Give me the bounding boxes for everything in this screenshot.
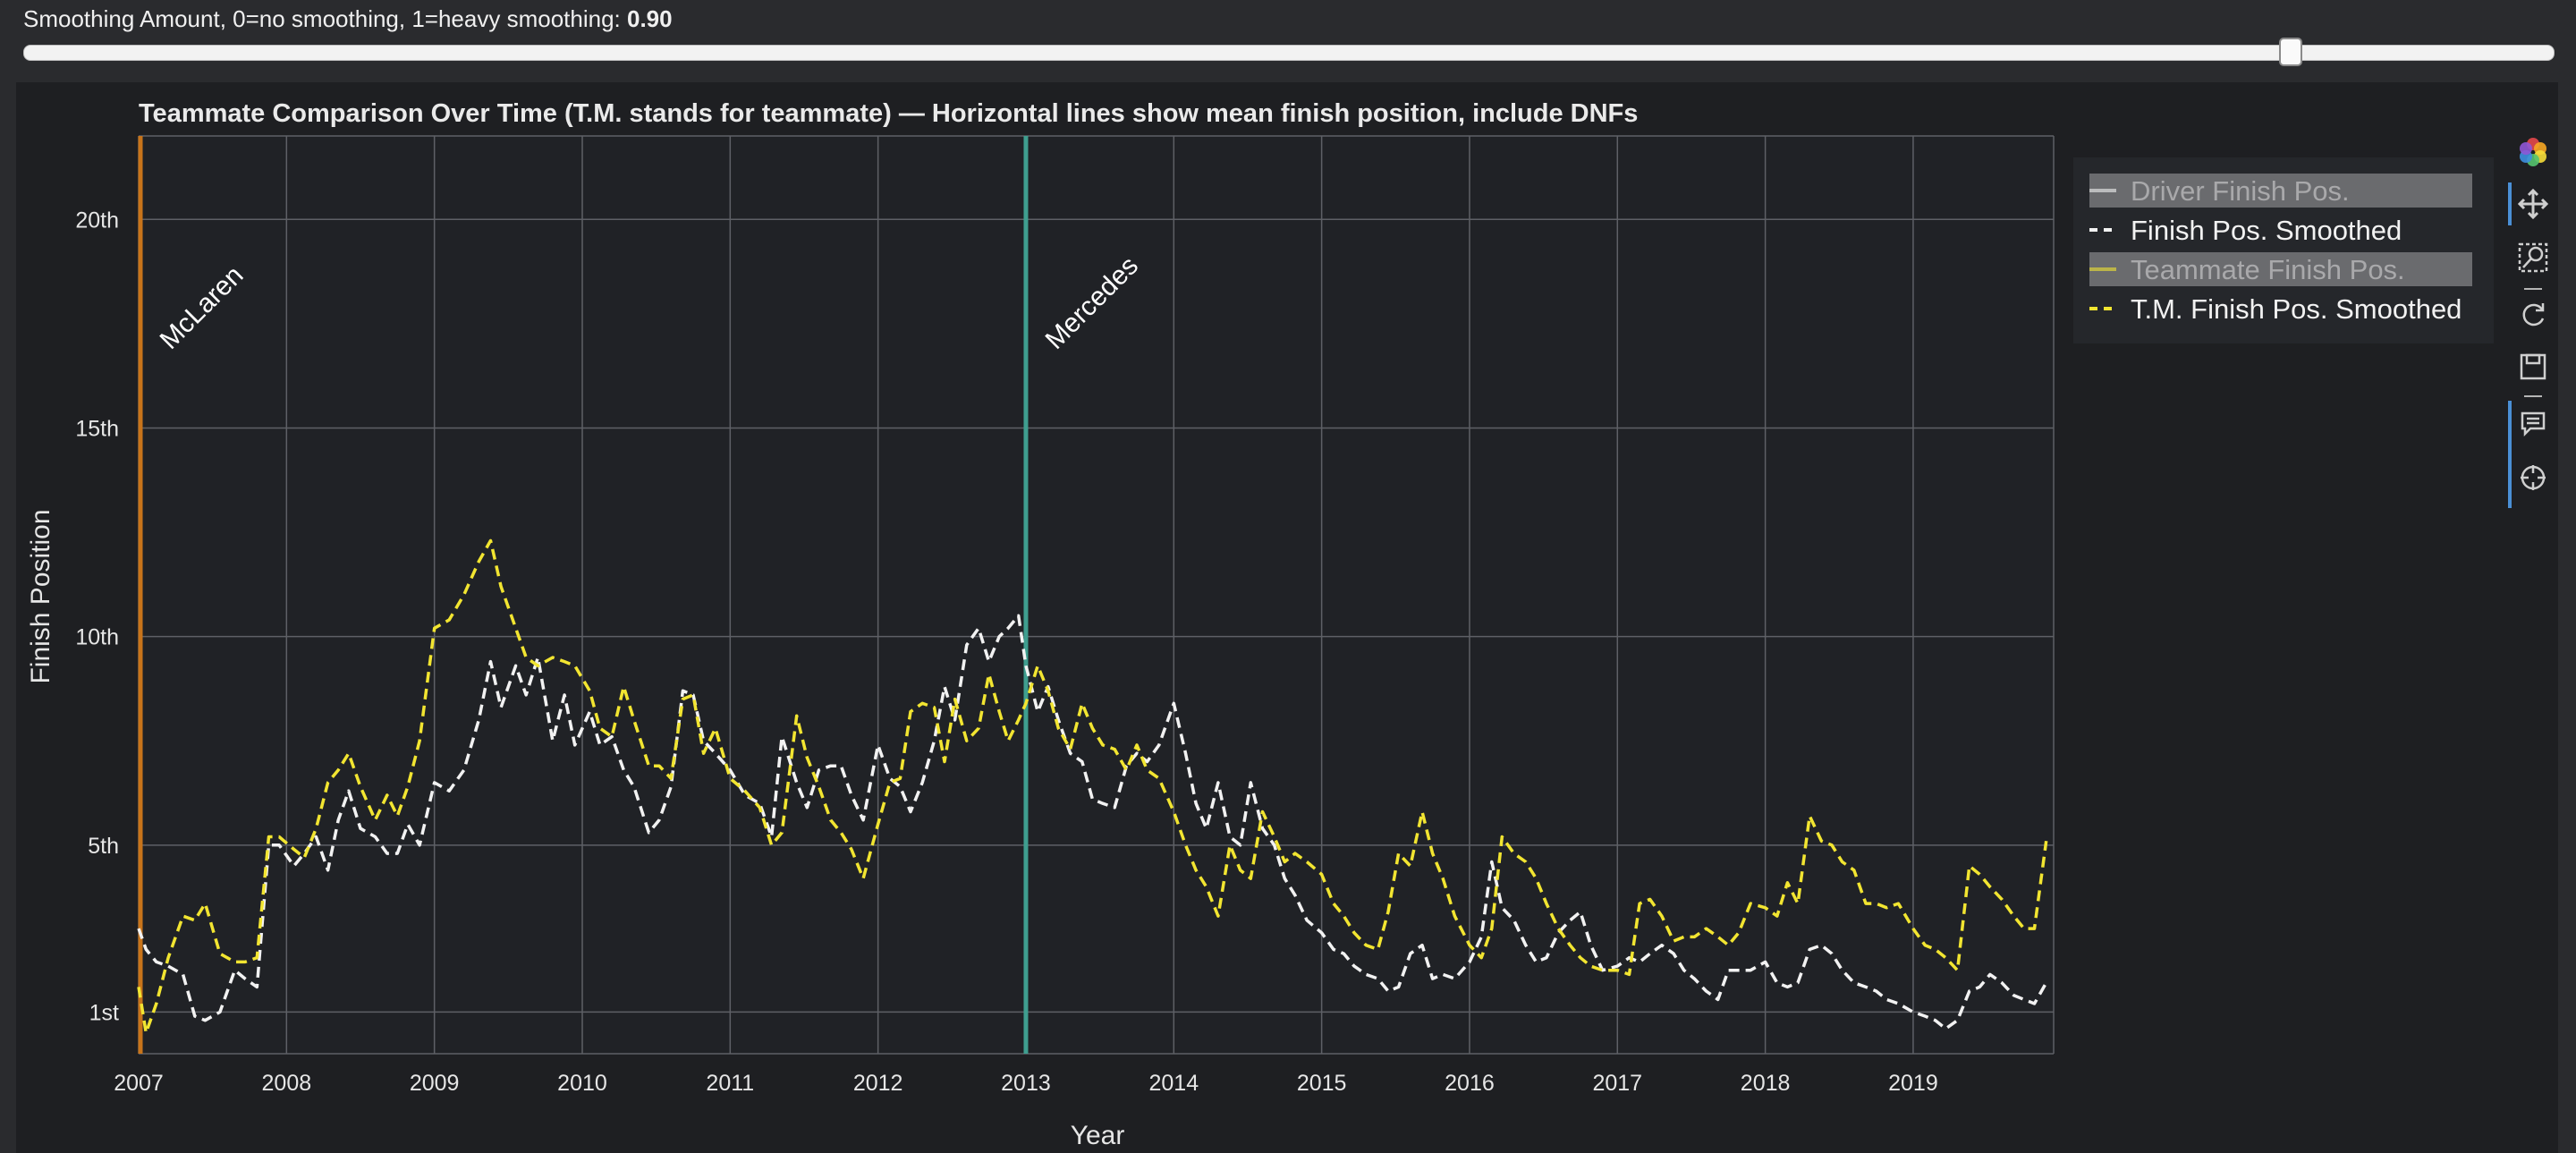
- x-tick-label: 2010: [557, 1071, 607, 1096]
- y-tick-label: 5th: [88, 834, 119, 859]
- x-tick-label: 2017: [1592, 1071, 1642, 1096]
- x-tick-label: 2008: [262, 1071, 312, 1096]
- x-tick-label: 2009: [410, 1071, 460, 1096]
- plot-area: [139, 136, 2054, 1054]
- x-axis-label: Year: [1071, 1121, 1125, 1150]
- driver-smoothed-line: [137, 614, 2048, 1030]
- smoothing-slider-label-text: Smoothing Amount, 0=no smoothing, 1=heav…: [23, 5, 621, 32]
- y-tick-label: 1st: [89, 1000, 119, 1025]
- legend[interactable]: Driver Finish Pos. Finish Pos. Smoothed Te…: [2073, 157, 2494, 343]
- x-tick-label: 2016: [1445, 1071, 1495, 1096]
- grid-lines: [138, 135, 2055, 1055]
- x-tick-label: 2007: [114, 1071, 164, 1096]
- legend-label: Finish Pos. Smoothed: [2131, 215, 2402, 246]
- smoothing-slider-track[interactable]: [23, 45, 2555, 61]
- chart-title: Teammate Comparison Over Time (T.M. stan…: [139, 99, 1638, 128]
- legend-item[interactable]: Teammate Finish Pos.: [2089, 252, 2472, 286]
- axes: 2007 2008 2009 2010 2011 2012 2013 2014 2015 2016…: [75, 208, 1937, 1096]
- legend-label: Teammate Finish Pos.: [2131, 254, 2405, 285]
- plot-toolbar: [2508, 132, 2558, 517]
- legend-label: T.M. Finish Pos. Smoothed: [2131, 293, 2462, 325]
- x-tick-label: 2012: [853, 1071, 903, 1096]
- reset-icon[interactable]: [2513, 295, 2553, 335]
- legend-label: Driver Finish Pos.: [2131, 175, 2350, 207]
- hover-icon[interactable]: [2513, 404, 2553, 444]
- legend-item[interactable]: Driver Finish Pos.: [2089, 174, 2472, 208]
- legend-item[interactable]: Finish Pos. Smoothed: [2089, 215, 2402, 246]
- teammate-smoothed-line: [137, 538, 2048, 1035]
- y-axis-label: Finish Position: [26, 509, 55, 683]
- crosshair-icon[interactable]: [2513, 458, 2553, 497]
- bokeh-logo-icon[interactable]: [2513, 132, 2553, 172]
- series-lines: [137, 538, 2048, 1035]
- legend-item-muted-bg: [2089, 174, 2472, 208]
- x-tick-label: 2015: [1297, 1071, 1347, 1096]
- x-tick-label: 2014: [1148, 1071, 1199, 1096]
- x-tick-label: 2019: [1888, 1071, 1938, 1096]
- smoothing-slider-handle[interactable]: [2278, 38, 2302, 66]
- smoothing-slider-value: 0.90: [627, 5, 673, 32]
- x-tick-label: 2013: [1001, 1071, 1051, 1096]
- legend-item[interactable]: T.M. Finish Pos. Smoothed: [2089, 293, 2462, 325]
- smoothing-slider-panel: Smoothing Amount, 0=no smoothing, 1=heav…: [0, 0, 2576, 81]
- y-tick-label: 10th: [75, 625, 119, 650]
- y-tick-label: 20th: [75, 208, 119, 233]
- y-tick-label: 15th: [75, 416, 119, 441]
- pan-icon[interactable]: [2513, 184, 2553, 224]
- box-zoom-icon[interactable]: [2513, 238, 2553, 277]
- x-tick-label: 2018: [1741, 1071, 1791, 1096]
- legend-item-muted-bg: [2089, 252, 2472, 286]
- save-icon[interactable]: [2513, 347, 2553, 386]
- smoothing-slider-label: Smoothing Amount, 0=no smoothing, 1=heav…: [23, 5, 673, 33]
- x-tick-label: 2011: [706, 1071, 754, 1096]
